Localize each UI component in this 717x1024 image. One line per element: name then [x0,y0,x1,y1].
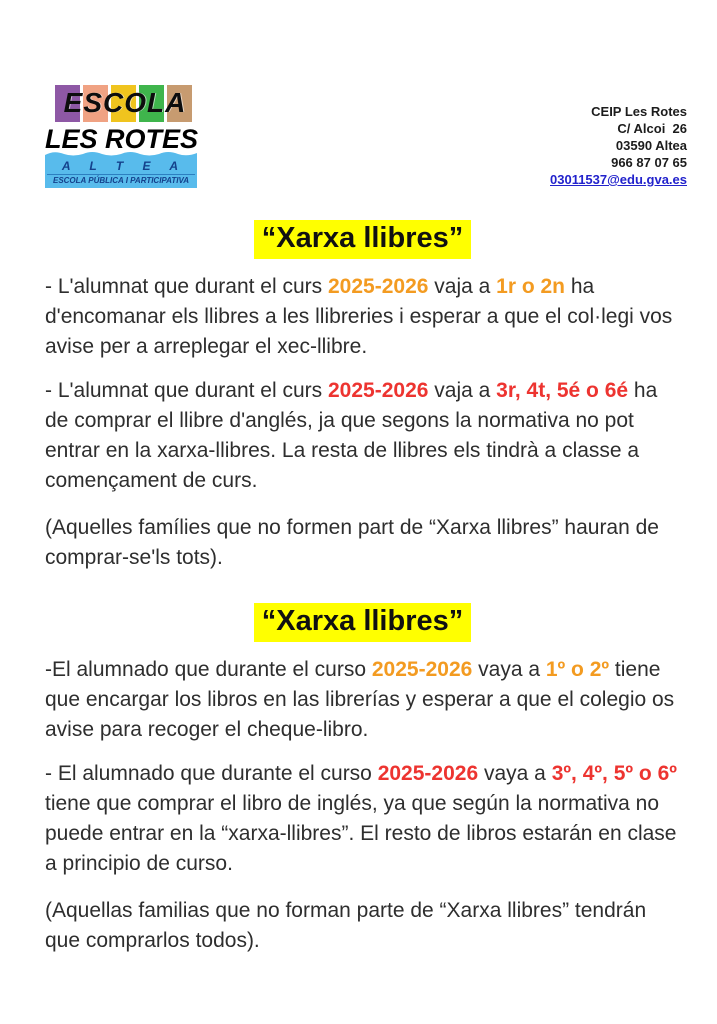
logo-escola-text: ESCOLA [63,87,187,118]
text-run: vaja a [428,274,497,298]
logo-color-block [55,85,80,122]
document-body: “Xarxa llibres” - L'alumnat que durant e… [0,220,717,956]
logo-color-block [139,85,164,122]
paragraph-spanish-note: (Aquellas familias que no forman parte d… [45,896,680,956]
logo-altea-text: A L T E A [61,159,187,173]
logo-color-block [83,85,108,122]
section-title-valencian: “Xarxa llibres” [45,220,680,259]
text-run: - L'alumnat que durant el curs [45,378,328,402]
emphasis-run: 2025-2026 [377,761,479,785]
contact-phone: 966 87 07 65 [611,155,687,170]
contact-street: C/ Alcoi 26 [617,121,687,136]
section-title-spanish: “Xarxa llibres” [45,602,680,642]
text-run: - L'alumnat que durant el curs [45,274,328,298]
text-run: - El alumnado que durante el curso [45,761,378,785]
paragraph-spanish-1: -El alumnado que durante el curso 2025-2… [45,655,680,745]
text-run: tiene que encargar los libros en las lib… [45,657,675,741]
text-run: tiene que comprar el libro de inglés, ya… [45,791,677,875]
paragraph-valencian-2: - L'alumnat que durant el curs 2025-2026… [45,376,680,496]
text-run: ha de comprar el llibre d'anglés, ja que… [45,378,658,492]
paragraph-spanish-2: - El alumnado que durante el curso 2025-… [45,759,680,879]
text-run: (Aquelles famílies que no formen part de… [45,515,659,569]
logo-top-row: ESCOLA [53,85,197,125]
text-run: vaya a [478,761,552,785]
logo-color-block [167,85,192,122]
highlighted-title: “Xarxa llibres” [253,602,472,642]
text-run: vaya a [472,657,546,681]
logo-tagline-text: ESCOLA PÚBLICA I PARTICIPATIVA [47,174,195,188]
school-logo: ESCOLA LES ROTES A L T E A ESCOLA PÚBLIC… [45,85,199,188]
logo-altea-banner: A L T E A ESCOLA PÚBLICA I PARTICIPATIVA [45,152,197,188]
emphasis-run: 2025-2026 [371,657,473,681]
logo-lesrotes-text: LES ROTES [45,124,199,154]
text-run: ha d'encomanar els llibres a les llibrer… [45,274,673,358]
text-run: (Aquellas familias que no forman parte d… [45,898,647,952]
emphasis-run: 2025-2026 [328,378,429,402]
highlighted-title: “Xarxa llibres” [253,220,472,259]
paragraph-valencian-1: - L'alumnat que durant el curs 2025-2026… [45,272,680,362]
emphasis-run: 3r, 4t, 5é o 6é [496,378,629,402]
contact-block: CEIP Les Rotes C/ Alcoi 26 03590 Altea 9… [550,85,687,188]
wave-edge-icon [45,152,197,157]
logo-color-block [111,85,136,122]
text-run: -El alumnado que durante el curso [45,657,372,681]
emphasis-run: 1r o 2n [496,274,566,298]
contact-city: 03590 Altea [615,138,687,153]
emphasis-run: 1º o 2º [545,657,610,681]
document-header: ESCOLA LES ROTES A L T E A ESCOLA PÚBLIC… [0,0,717,188]
contact-email-link[interactable]: 03011537@edu.gva.es [550,172,687,187]
emphasis-run: 2025-2026 [328,274,429,298]
logo-color-blocks [55,85,192,122]
contact-school-name: CEIP Les Rotes [591,104,687,119]
emphasis-run: 3º, 4º, 5º o 6º [551,761,677,785]
text-run: vaja a [428,378,497,402]
paragraph-valencian-note: (Aquelles famílies que no formen part de… [45,513,680,573]
